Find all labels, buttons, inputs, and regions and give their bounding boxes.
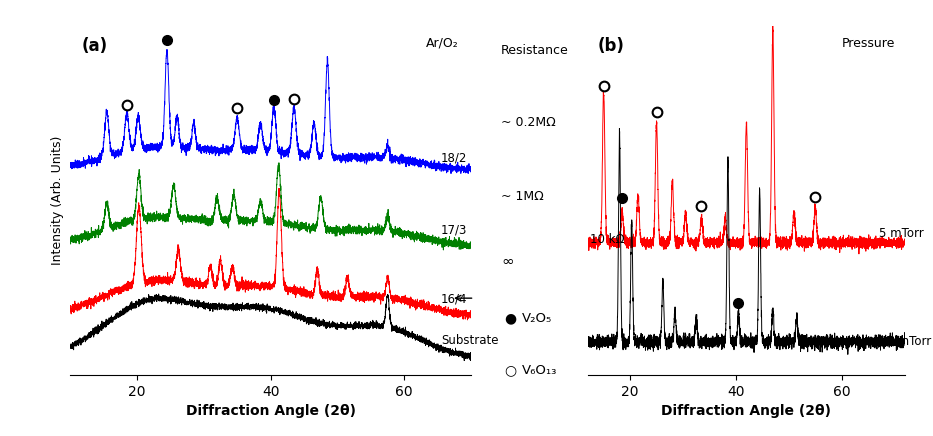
Text: Resistance: Resistance [501,44,569,57]
Text: ~ 1MΩ: ~ 1MΩ [501,190,544,203]
Text: 17/3: 17/3 [441,224,467,237]
Text: ●: ● [505,311,516,325]
Text: 18/2: 18/2 [441,152,467,165]
Text: 15 mTorr: 15 mTorr [879,335,931,348]
Text: Ar/O₂: Ar/O₂ [426,37,459,50]
Text: 10 kΩ: 10 kΩ [591,233,625,245]
Text: V₂O₅: V₂O₅ [522,312,551,325]
Text: Pressure: Pressure [842,37,896,50]
Text: ○: ○ [505,364,516,378]
X-axis label: Diffraction Angle (2θ): Diffraction Angle (2θ) [661,404,831,418]
Text: (a): (a) [82,37,108,54]
Text: (b): (b) [597,37,624,54]
Text: 16/4: 16/4 [441,293,467,306]
Text: ∞: ∞ [501,254,514,269]
X-axis label: Diffraction Angle (2θ): Diffraction Angle (2θ) [186,404,355,418]
Y-axis label: Intensity (Arb. Units): Intensity (Arb. Units) [51,136,64,265]
Text: V₆O₁₃: V₆O₁₃ [522,364,557,377]
Text: ~ 0.2MΩ: ~ 0.2MΩ [501,116,556,129]
Text: Substrate: Substrate [441,334,498,347]
Text: 5 mTorr: 5 mTorr [879,227,924,240]
